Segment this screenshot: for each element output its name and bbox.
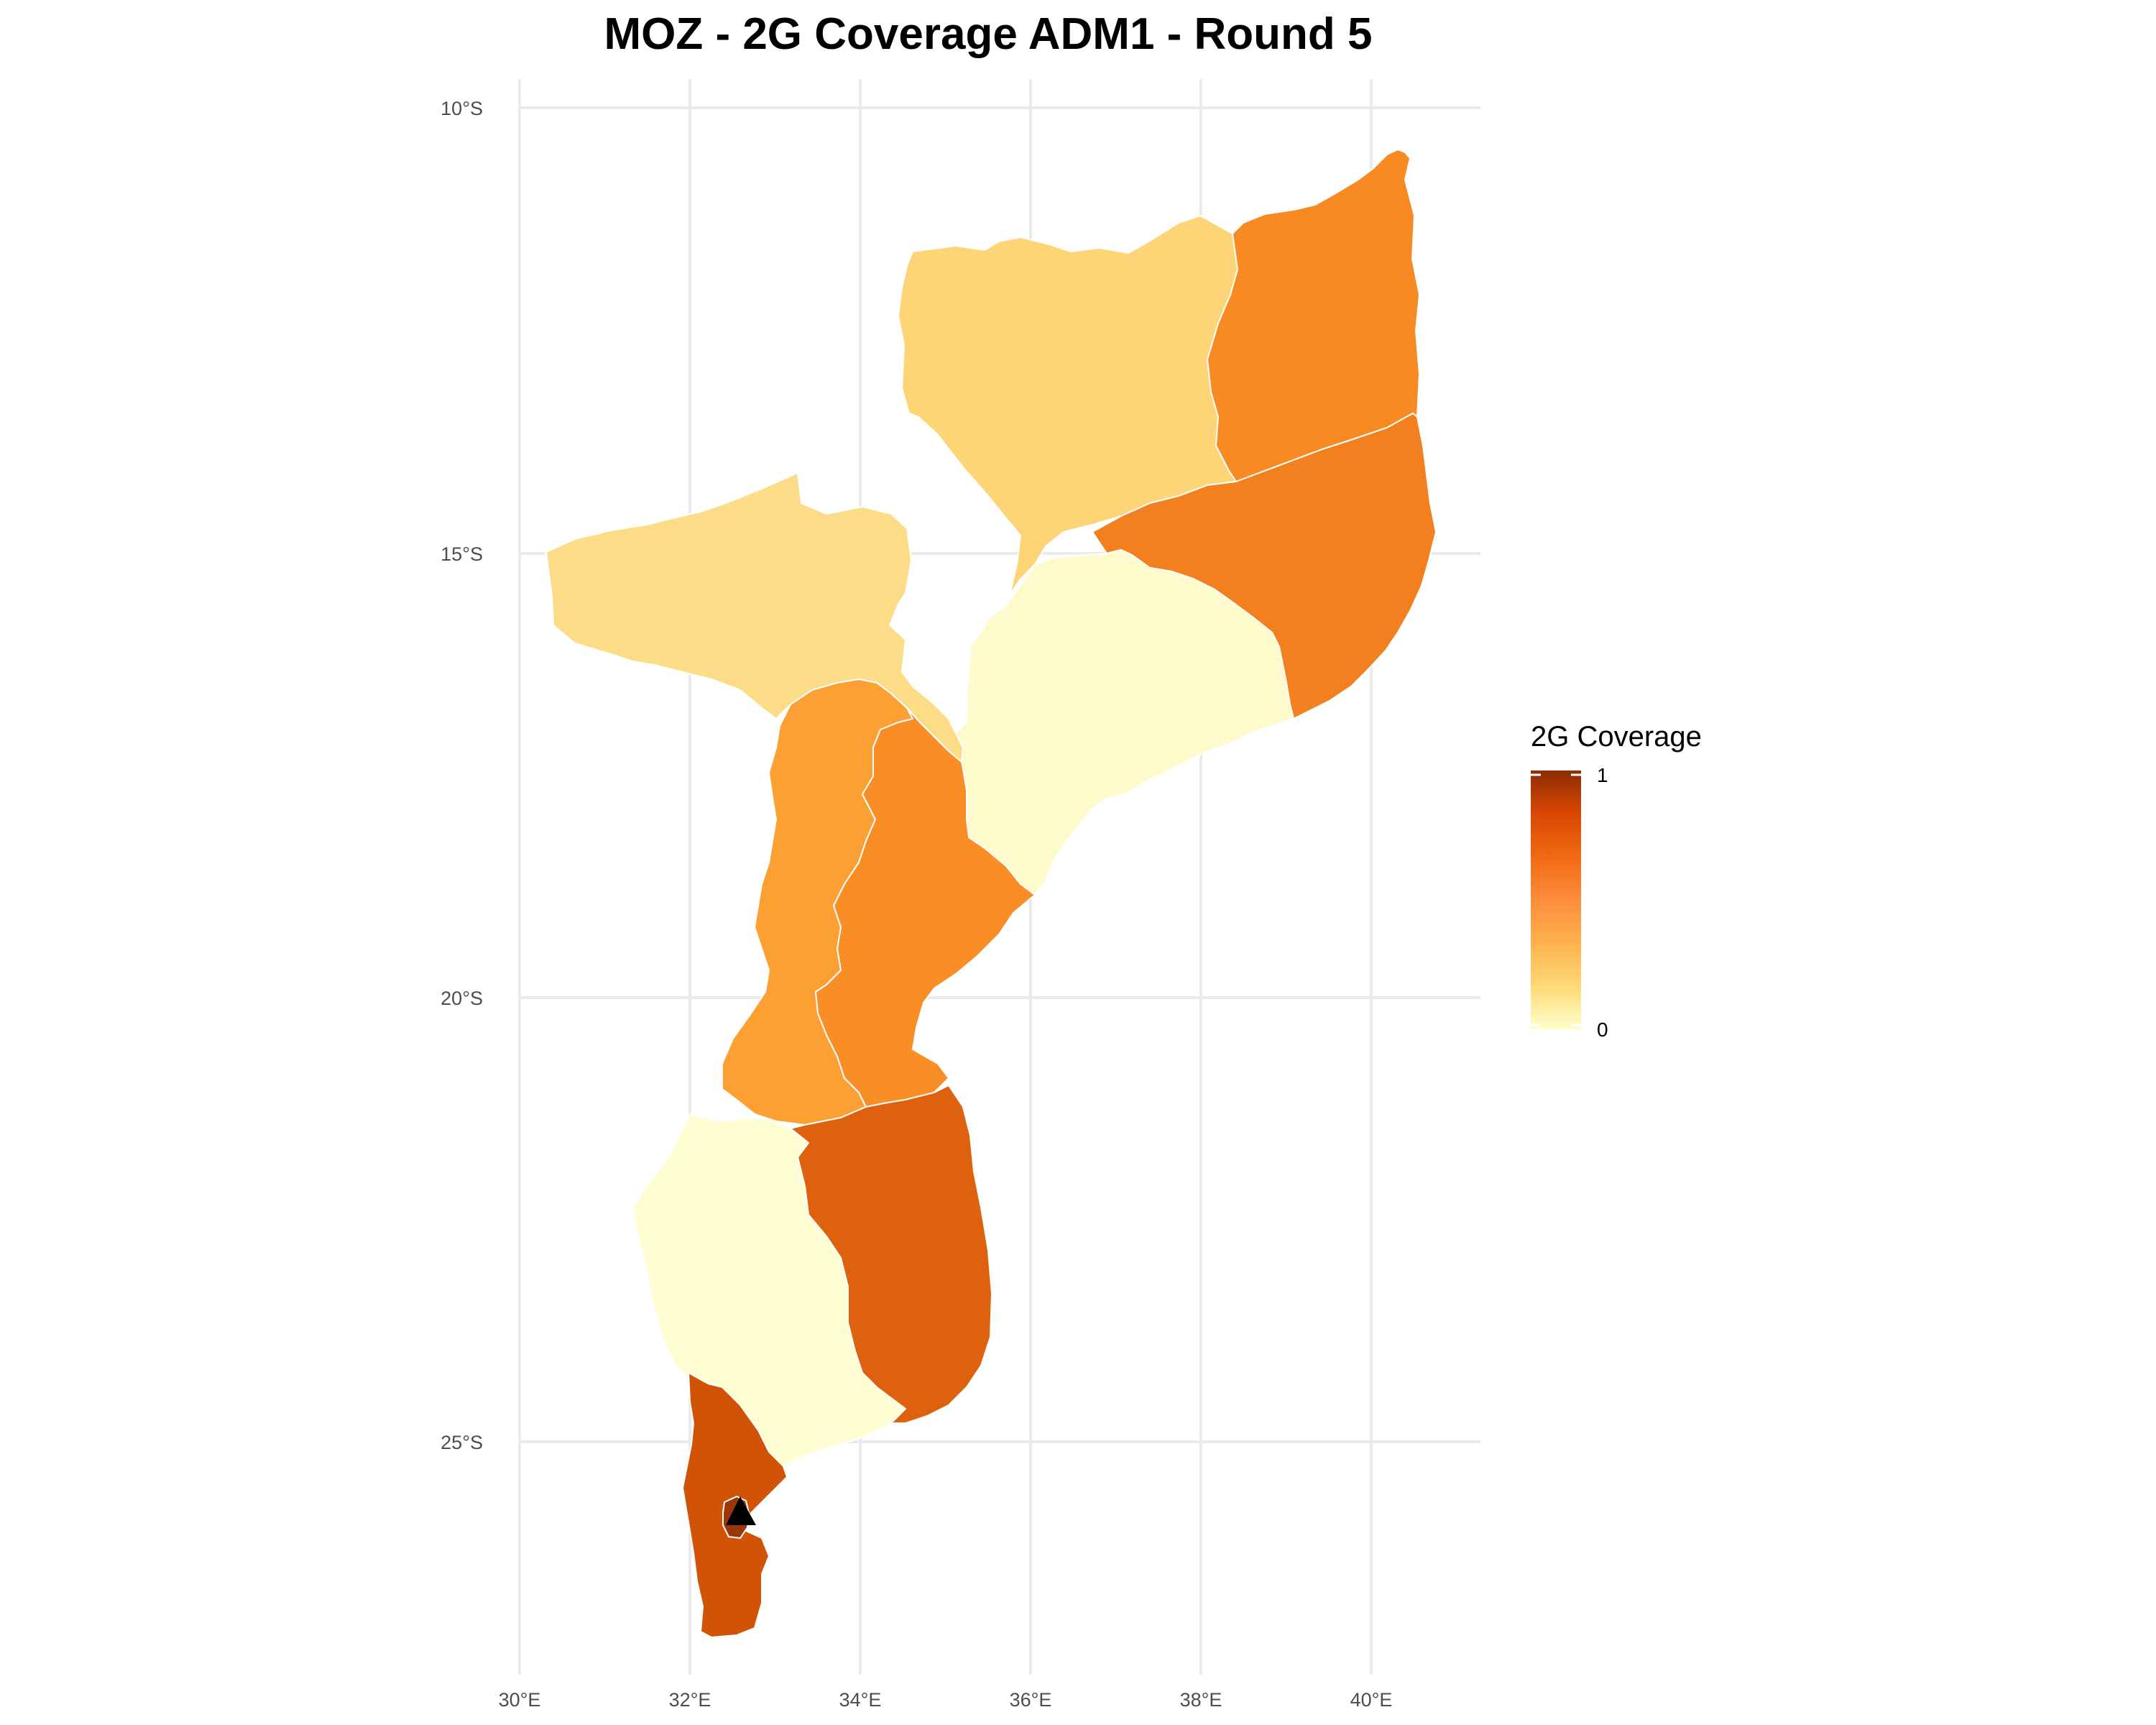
province-zambezia[interactable] [955,549,1294,896]
x-tick-label: 30°E [499,1689,541,1711]
y-tick-label: 25°S [441,1432,483,1453]
province-layer [545,149,1437,1638]
x-tick-label: 40°E [1350,1689,1393,1711]
y-axis: 10°S 15°S 20°S 25°S [441,98,483,1453]
y-tick-label: 10°S [441,98,483,119]
legend-colorbar [1531,770,1581,1029]
x-axis: 30°E 32°E 34°E 36°E 38°E 40°E [499,1689,1393,1711]
location-marker-triangle-icon[interactable] [726,1496,756,1525]
legend-min-label: 0 [1597,1018,1608,1041]
x-tick-label: 38°E [1180,1689,1222,1711]
x-tick-label: 36°E [1010,1689,1052,1711]
province-inhambane[interactable] [790,1085,992,1424]
legend-max-label: 1 [1597,764,1608,786]
province-cabo-delgado[interactable] [1207,149,1420,482]
y-tick-label: 15°S [441,543,483,565]
legend-title: 2G Coverage [1531,721,1702,753]
x-tick-label: 32°E [669,1689,711,1711]
x-tick-label: 34°E [839,1689,882,1711]
legend: 2G Coverage 1 0 [1531,721,1702,1041]
map-title: MOZ - 2G Coverage ADM1 - Round 5 [604,9,1372,59]
y-tick-label: 20°S [441,988,483,1009]
